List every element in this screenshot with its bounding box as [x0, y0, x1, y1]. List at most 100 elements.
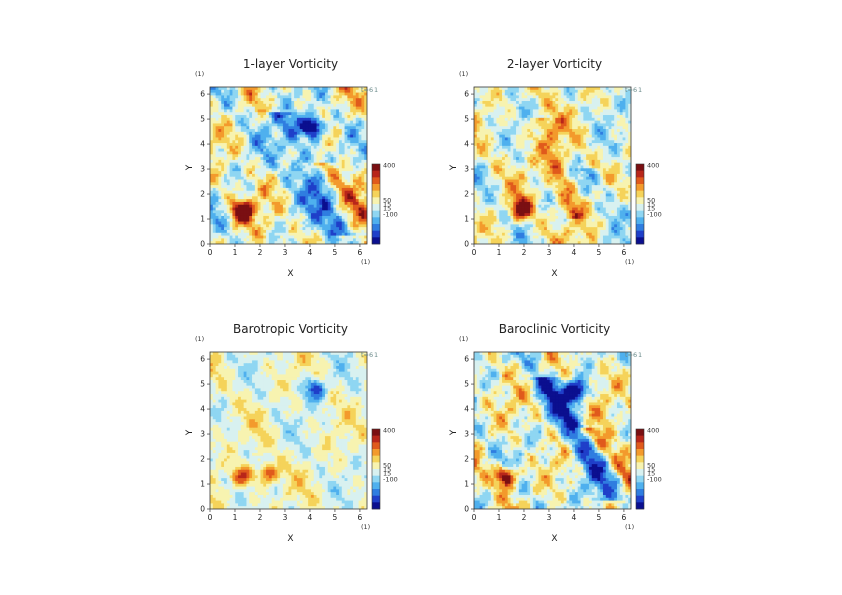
field-cell	[235, 154, 239, 158]
field-cell	[210, 109, 214, 113]
field-cell	[527, 109, 531, 113]
field-cell	[235, 173, 239, 178]
field-cell	[518, 101, 523, 105]
field-cell	[541, 137, 545, 141]
field-cell	[619, 168, 623, 172]
field-cell	[344, 134, 348, 138]
field-cell	[602, 95, 607, 99]
field-cell	[327, 204, 331, 208]
field-cell	[499, 109, 503, 113]
field-cell	[319, 145, 323, 150]
field-cell	[280, 120, 284, 124]
field-cell	[294, 179, 298, 183]
field-cell	[266, 148, 270, 152]
field-cell	[254, 210, 259, 214]
field-cell	[319, 115, 323, 119]
field-cell	[504, 157, 509, 161]
field-cell	[538, 89, 542, 94]
field-cell	[243, 109, 247, 113]
field-cell	[521, 126, 525, 130]
field-cell	[499, 131, 503, 136]
field-cell	[574, 95, 579, 99]
field-cell	[563, 145, 567, 150]
field-cell	[358, 101, 362, 105]
field-cell	[336, 199, 340, 203]
field-cell	[215, 196, 219, 200]
field-cell	[232, 204, 236, 208]
field-cell	[240, 215, 245, 220]
field-cell	[305, 229, 309, 234]
field-cell	[294, 201, 298, 206]
field-cell	[291, 204, 295, 208]
field-cell	[600, 151, 604, 155]
field-cell	[238, 140, 242, 144]
field-cell	[274, 92, 278, 96]
field-cell	[288, 157, 292, 161]
field-cell	[249, 185, 253, 189]
field-cell	[310, 218, 315, 222]
field-cell	[502, 109, 506, 113]
field-cell	[541, 171, 545, 175]
field-cell	[277, 199, 281, 203]
field-cell	[271, 207, 275, 211]
field-cell	[274, 215, 278, 220]
field-cell	[569, 87, 573, 91]
field-cell	[282, 106, 287, 110]
field-cell	[513, 137, 517, 141]
field-cell	[232, 117, 236, 122]
field-cell	[518, 126, 523, 130]
field-cell	[285, 187, 289, 192]
field-cell	[355, 92, 359, 96]
field-cell	[324, 154, 329, 158]
field-cell	[232, 241, 236, 244]
field-cell	[502, 143, 506, 147]
field-cell	[296, 134, 301, 138]
field-cell	[521, 115, 525, 119]
field-cell	[252, 137, 256, 141]
field-cell	[538, 117, 542, 122]
field-cell	[597, 115, 601, 119]
field-cell	[254, 117, 259, 122]
field-cell	[549, 159, 553, 164]
field-cell	[308, 89, 312, 94]
field-cell	[597, 89, 601, 94]
field-cell	[361, 171, 365, 175]
field-cell	[235, 221, 239, 225]
field-cell	[628, 137, 631, 141]
field-cell	[358, 92, 362, 96]
field-cell	[280, 199, 284, 203]
field-cell	[232, 95, 236, 99]
field-cell	[226, 187, 231, 192]
field-cell	[546, 123, 551, 127]
field-cell	[271, 87, 275, 91]
field-cell	[324, 157, 329, 161]
field-cell	[625, 151, 629, 155]
field-cell	[302, 213, 306, 217]
field-cell	[280, 179, 284, 183]
field-cell	[608, 98, 612, 102]
field-cell	[527, 112, 531, 116]
field-cell	[319, 238, 323, 242]
field-cell	[224, 87, 228, 91]
field-cell	[238, 224, 242, 228]
field-cell	[305, 218, 309, 222]
field-cell	[260, 145, 264, 150]
field-cell	[254, 112, 259, 116]
field-cell	[597, 87, 601, 91]
field-cell	[319, 101, 323, 105]
field-cell	[291, 241, 295, 244]
field-cell	[364, 229, 367, 234]
field-cell	[361, 238, 365, 242]
field-cell	[344, 101, 348, 105]
field-cell	[280, 221, 284, 225]
field-cell	[577, 87, 581, 91]
field-cell	[257, 98, 261, 102]
field-cell	[594, 89, 598, 94]
field-cell	[280, 171, 284, 175]
field-cell	[240, 221, 245, 225]
field-cell	[291, 151, 295, 155]
field-cell	[302, 210, 306, 214]
field-cell	[507, 95, 511, 99]
field-cell	[310, 92, 315, 96]
field-cell	[355, 87, 359, 91]
